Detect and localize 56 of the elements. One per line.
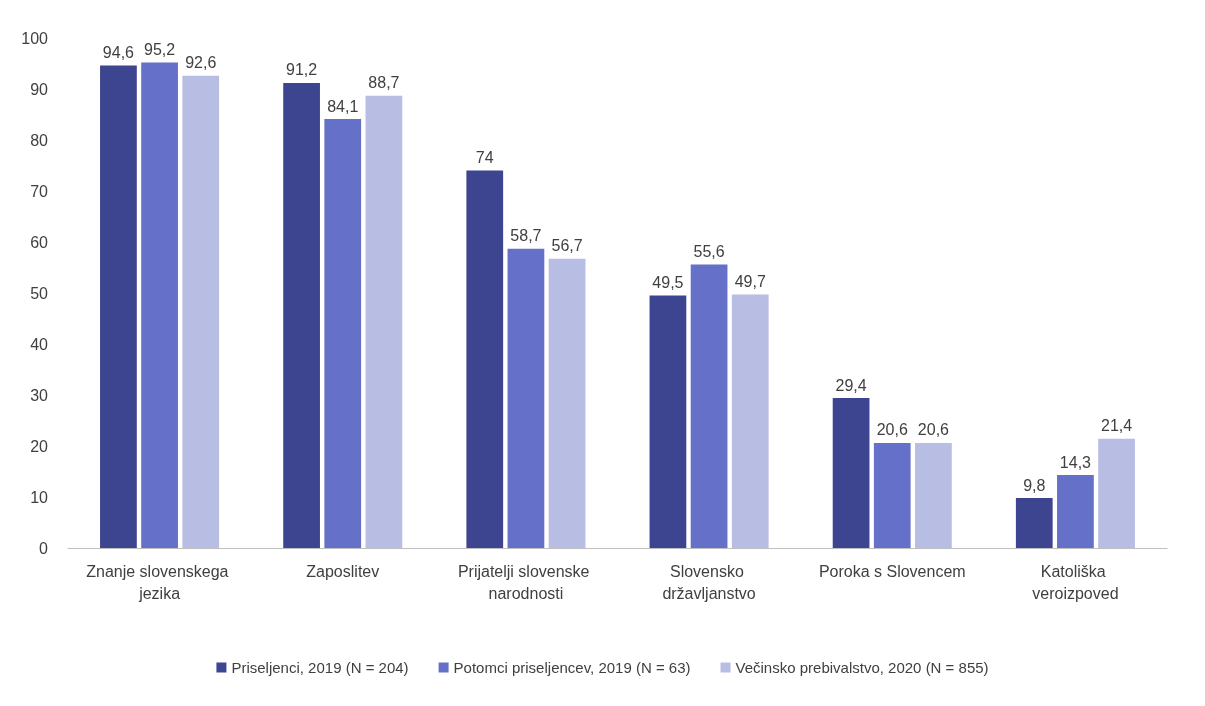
x-tick-label: Zaposlitev	[306, 562, 380, 580]
x-tick-label: Slovensko državljanstvo	[662, 562, 756, 602]
data-label: 21,4	[1101, 417, 1133, 435]
bar	[1057, 475, 1094, 548]
bar	[365, 95, 403, 548]
bar	[100, 65, 137, 548]
data-label: 58,7	[510, 227, 542, 245]
data-label: 95,2	[144, 40, 176, 58]
bar	[548, 258, 586, 548]
x-tick-label: Poroka s Slovencem	[818, 562, 966, 580]
data-label: 88,7	[368, 74, 400, 92]
y-tick-label: 100	[21, 29, 49, 47]
bar	[649, 295, 687, 548]
bar	[466, 170, 504, 548]
data-label: 84,1	[327, 97, 359, 115]
bar	[324, 119, 362, 548]
y-tick-label: 90	[30, 80, 49, 98]
data-label: 74	[475, 149, 494, 167]
data-label: 55,6	[693, 242, 725, 260]
data-label: 91,2	[286, 61, 318, 79]
y-tick-label: 50	[30, 284, 49, 302]
y-tick-label: 20	[30, 437, 49, 455]
data-label: 49,5	[652, 274, 684, 292]
data-label: 14,3	[1059, 453, 1092, 471]
y-tick-label: 70	[30, 182, 49, 200]
bar	[283, 82, 320, 548]
x-tick-label: Prijatelji slovenske narodnosti	[457, 562, 594, 602]
y-tick-label: 10	[30, 488, 49, 506]
bar	[141, 62, 178, 548]
data-label: 92,6	[185, 54, 217, 72]
x-tick-label: Katoliška veroizpoved	[1032, 562, 1119, 602]
bar	[182, 75, 220, 548]
data-label: 29,4	[835, 376, 867, 394]
y-tick-label: 0	[39, 539, 49, 557]
legend-label: Večinsko prebivalstvo, 2020 (N = 855)	[735, 659, 989, 676]
data-label: 20,6	[876, 421, 908, 439]
data-label: 49,7	[734, 273, 766, 291]
data-label: 20,6	[917, 421, 950, 439]
bar	[507, 248, 545, 548]
bar	[1098, 438, 1135, 548]
data-label: 9,8	[1023, 476, 1046, 494]
bar	[731, 294, 769, 548]
x-tick-label: Znanje slovenskega jezika	[86, 562, 233, 602]
bar	[873, 442, 911, 548]
bar	[1015, 498, 1053, 548]
y-tick-label: 60	[30, 233, 49, 251]
bar	[832, 398, 870, 548]
legend-label: Priseljenci, 2019 (N = 204)	[231, 659, 409, 676]
y-tick-label: 40	[30, 335, 49, 353]
legend-label: Potomci priseljencev, 2019 (N = 63)	[453, 659, 691, 676]
bar	[915, 442, 952, 548]
y-tick-label: 80	[30, 131, 49, 149]
bar	[690, 264, 728, 548]
data-label: 94,6	[102, 44, 135, 62]
data-label: 56,7	[551, 237, 583, 255]
y-tick-label: 30	[30, 386, 49, 404]
